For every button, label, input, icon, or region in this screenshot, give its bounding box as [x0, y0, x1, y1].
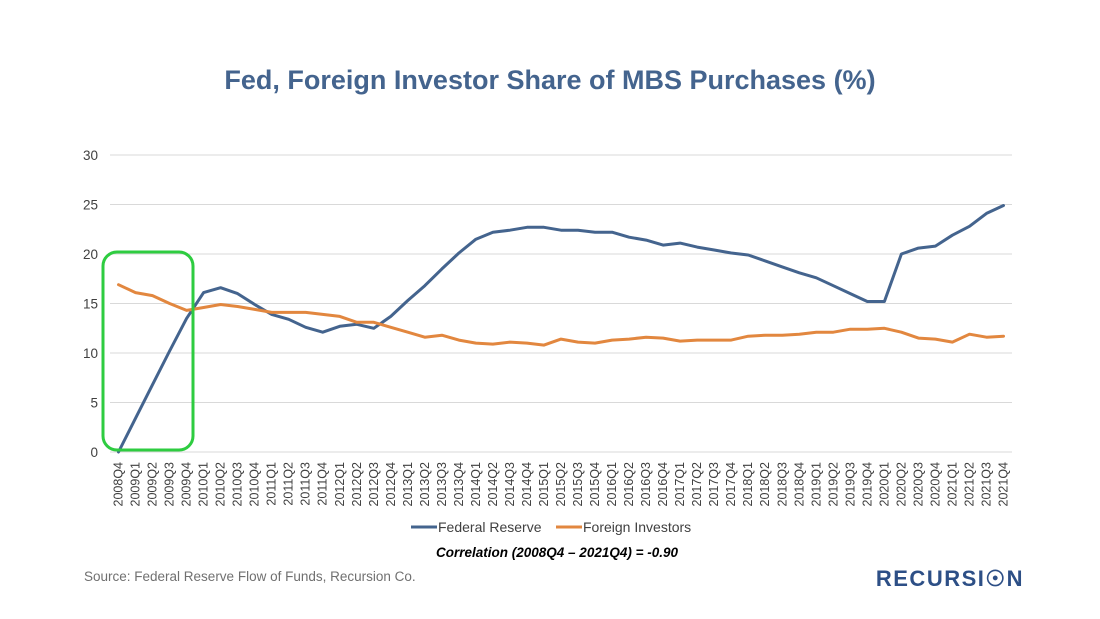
x-tick-label: 2009Q2	[146, 462, 160, 507]
x-tick-label: 2011Q1	[265, 462, 279, 506]
x-tick-label: 2019Q3	[843, 462, 857, 507]
x-tick-label: 2016Q2	[622, 462, 636, 507]
x-tick-label: 2021Q4	[997, 462, 1011, 507]
x-tick-label: 2010Q4	[248, 462, 262, 507]
x-tick-label: 2011Q4	[316, 462, 330, 506]
x-tick-label: 2012Q2	[350, 462, 364, 507]
x-tick-label: 2011Q3	[299, 462, 313, 506]
chart-title: Fed, Foreign Investor Share of MBS Purch…	[224, 65, 875, 95]
x-tick-label: 2020Q2	[894, 462, 908, 507]
x-tick-label: 2013Q4	[452, 462, 466, 507]
x-tick-label: 2014Q4	[520, 462, 534, 507]
x-tick-label: 2014Q2	[486, 462, 500, 507]
source-note: Source: Federal Reserve Flow of Funds, R…	[84, 569, 416, 584]
x-tick-label: 2018Q3	[775, 462, 789, 507]
y-tick-label: 15	[83, 297, 98, 312]
x-tick-label: 2016Q1	[605, 462, 619, 507]
x-tick-label: 2014Q1	[469, 462, 483, 507]
legend-label-foreign-investors: Foreign Investors	[583, 519, 691, 535]
x-tick-label: 2017Q1	[673, 462, 687, 507]
y-tick-label: 5	[90, 396, 98, 411]
y-axis: 0 5 10 15 20 25 30	[83, 148, 98, 460]
y-tick-label: 30	[83, 148, 98, 163]
x-tick-label: 2010Q1	[197, 462, 211, 507]
x-tick-label: 2021Q3	[979, 462, 993, 507]
x-tick-label: 2019Q4	[860, 462, 874, 507]
x-tick-label: 2021Q2	[962, 462, 976, 507]
x-tick-label: 2020Q1	[877, 462, 891, 507]
x-tick-label: 2013Q2	[418, 462, 432, 507]
x-tick-label: 2019Q2	[826, 462, 840, 507]
x-tick-label: 2018Q4	[792, 462, 806, 507]
y-tick-label: 25	[83, 198, 98, 213]
series-foreign-investors	[117, 283, 1005, 347]
x-tick-label: 2008Q4	[112, 462, 126, 507]
x-tick-label: 2012Q4	[384, 462, 398, 507]
x-tick-label: 2015Q1	[537, 462, 551, 507]
legend-label-federal-reserve: Federal Reserve	[438, 519, 542, 535]
x-tick-label: 2010Q2	[214, 462, 228, 507]
x-tick-label: 2015Q4	[588, 462, 602, 507]
x-tick-label: 2017Q4	[724, 462, 738, 507]
x-tick-label: 2016Q3	[639, 462, 653, 507]
x-tick-label: 2020Q3	[911, 462, 925, 507]
gridlines	[110, 154, 1012, 453]
x-tick-label: 2010Q3	[231, 462, 245, 507]
x-tick-label: 2018Q1	[741, 462, 755, 507]
series-lines	[117, 204, 1005, 454]
x-tick-label: 2009Q3	[163, 462, 177, 507]
y-tick-label: 0	[90, 445, 98, 460]
highlight-box	[101, 250, 195, 452]
legend: Federal Reserve Foreign Investors	[411, 519, 691, 535]
x-tick-label: 2013Q1	[401, 462, 415, 507]
x-tick-label: 2018Q2	[758, 462, 772, 507]
x-tick-label: 2016Q4	[656, 462, 670, 507]
x-tick-label: 2017Q3	[707, 462, 721, 507]
x-tick-label: 2014Q3	[503, 462, 517, 507]
y-tick-label: 20	[83, 247, 98, 262]
x-tick-label: 2012Q3	[367, 462, 381, 507]
x-tick-label: 2015Q3	[571, 462, 585, 507]
correlation-annotation: Correlation (2008Q4 – 2021Q4) = -0.90	[436, 545, 678, 560]
x-tick-label: 2019Q1	[809, 462, 823, 507]
x-tick-label: 2017Q2	[690, 462, 704, 507]
recursion-logo: RECURSI☉N	[876, 566, 1024, 591]
x-tick-label: 2015Q2	[554, 462, 568, 507]
x-tick-label: 2021Q1	[945, 462, 959, 507]
x-tick-label: 2011Q2	[282, 462, 296, 506]
x-axis: 2008Q4 2009Q1 2009Q2 2009Q3 2009Q4 2010Q1 2010…	[112, 462, 1011, 507]
x-tick-label: 2009Q4	[180, 462, 194, 507]
y-tick-label: 10	[83, 346, 98, 361]
x-tick-label: 2012Q1	[333, 462, 347, 507]
x-tick-label: 2013Q3	[435, 462, 449, 507]
x-tick-label: 2020Q4	[928, 462, 942, 507]
x-tick-label: 2009Q1	[129, 462, 143, 507]
